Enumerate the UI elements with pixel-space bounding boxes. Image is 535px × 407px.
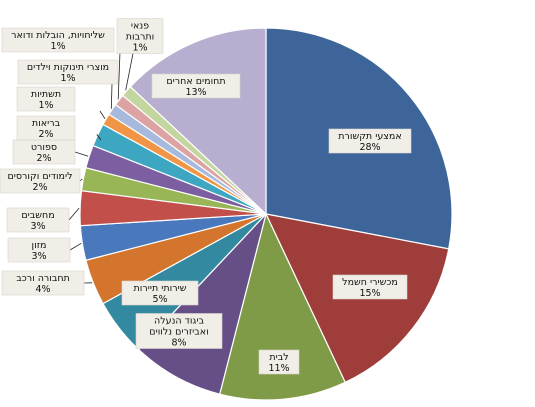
data-label-text-4: ביגוד הנעלה [154,316,204,327]
data-label-box-13 [17,59,119,85]
data-label-value-5: 5% [152,294,167,305]
data-label-text-7: מזון [32,240,47,251]
data-label-text-4: ואביזרים נלווים [149,327,208,338]
leader-line-8 [68,207,80,221]
data-label-value-14: 1% [50,41,65,52]
data-label-box-16 [151,73,241,99]
data-label-text-15: פנאי [131,21,149,32]
pie-slice-3 [219,212,346,401]
data-label-value-3: 11% [268,363,289,374]
leader-line-7 [69,242,82,251]
data-label-text-9: לימודים וקורסים [7,171,72,182]
data-label-value-6: 4% [35,284,50,295]
data-label-text-1: אמצעי תקשורת [338,131,401,142]
data-label-text-6: תחבורה ורכב [16,273,70,284]
data-label-value-11: 2% [38,129,53,140]
leader-line-9 [79,178,83,182]
data-label-text-11: בריאות [32,118,61,129]
leader-line-11 [96,134,102,141]
data-label-value-12: 1% [38,100,53,111]
data-label-box-6 [1,270,85,296]
data-label-box-1 [328,128,412,154]
data-label-box-8 [6,207,70,233]
data-label-value-10: 2% [36,153,51,164]
data-label-box-4 [135,313,223,349]
data-label-value-8: 3% [30,221,45,232]
leader-line-12 [99,110,106,120]
data-label-text-5: שירותי תיירות [134,283,187,294]
data-label-value-7: 3% [31,251,46,262]
data-label-value-9: 2% [32,182,47,193]
leader-line-15 [125,53,134,91]
data-label-box-9 [0,168,81,194]
data-label-text-3: לבית [269,352,288,363]
data-label-box-3 [258,349,300,375]
data-label-box-12 [16,86,76,112]
data-label-text-14: שליחויות, הובלות ודואר [11,30,105,41]
data-label-box-7 [7,237,71,263]
data-label-box-14 [1,27,115,53]
data-label-box-2 [332,274,408,300]
data-label-text-12: תשתיות [31,89,61,100]
data-label-value-4: 8% [171,338,186,349]
leader-line-14 [117,51,121,100]
leader-lines [68,51,134,284]
data-label-value-16: 13% [185,87,206,98]
data-label-value-15: 1% [132,43,147,54]
pie-slice-4 [137,213,267,395]
data-label-text-15: ותרבות [126,32,155,43]
data-label-text-2: מכשירי חשמל [342,277,398,288]
leader-line-10 [74,151,89,157]
data-label-text-13: מוצרי תינוקות וילדים [27,62,109,73]
data-label-box-15 [116,18,164,54]
data-label-text-10: ספורט [31,142,57,153]
data-label-box-5 [121,280,199,306]
data-label-value-1: 28% [359,142,380,153]
data-label-text-8: מחשבים [21,210,54,221]
data-label-value-13: 1% [60,73,75,84]
data-label-value-2: 15% [359,288,380,299]
data-label-text-16: תחומים אחרים [166,76,225,87]
leader-line-13 [110,83,113,109]
data-label-box-11 [16,115,76,141]
